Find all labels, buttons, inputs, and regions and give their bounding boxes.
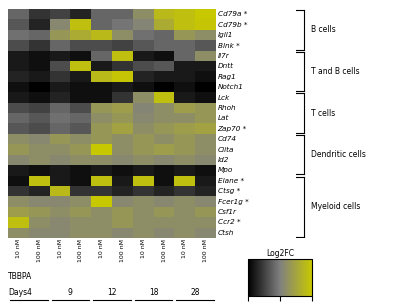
Text: Cd74: Cd74 <box>218 136 237 142</box>
Text: Rag1: Rag1 <box>218 74 236 80</box>
Text: Igll1: Igll1 <box>218 32 233 38</box>
Text: Rhoh: Rhoh <box>218 105 236 111</box>
Text: 10 nM: 10 nM <box>141 239 146 258</box>
Text: Blnk *: Blnk * <box>218 42 239 48</box>
Text: 100 nM: 100 nM <box>203 239 208 262</box>
Text: Mpo: Mpo <box>218 167 233 173</box>
Text: Il7r: Il7r <box>218 53 229 59</box>
Text: 10 nM: 10 nM <box>182 239 187 258</box>
Text: Fcer1g *: Fcer1g * <box>218 199 248 205</box>
Text: Elane *: Elane * <box>218 178 244 184</box>
Text: Ciita: Ciita <box>218 146 234 152</box>
Text: Csf1r: Csf1r <box>218 209 237 215</box>
Text: Days: Days <box>8 289 27 297</box>
Text: Myeloid cells: Myeloid cells <box>310 202 360 211</box>
Text: Ctsg *: Ctsg * <box>218 188 240 194</box>
Text: 10 nM: 10 nM <box>58 239 62 258</box>
Text: Cd79a *: Cd79a * <box>218 11 247 17</box>
Text: 10 nM: 10 nM <box>99 239 104 258</box>
Text: Ctsh: Ctsh <box>218 230 234 236</box>
Text: 100 nM: 100 nM <box>37 239 42 262</box>
Text: B cells: B cells <box>310 25 335 34</box>
Text: TBBPA: TBBPA <box>8 272 32 281</box>
Text: Lat: Lat <box>218 115 229 121</box>
Text: Dendritic cells: Dendritic cells <box>310 150 366 159</box>
Text: 28: 28 <box>190 289 200 297</box>
Text: 9: 9 <box>68 289 73 297</box>
Title: Log2FC: Log2FC <box>266 249 294 258</box>
Text: T and B cells: T and B cells <box>310 67 359 76</box>
Text: 12: 12 <box>107 289 117 297</box>
Text: Lck: Lck <box>218 95 230 101</box>
Text: Zap70 *: Zap70 * <box>218 126 247 132</box>
Text: 18: 18 <box>149 289 158 297</box>
Text: 4: 4 <box>26 289 31 297</box>
Text: Notch1: Notch1 <box>218 84 244 90</box>
Text: Dntt: Dntt <box>218 63 234 69</box>
Text: 100 nM: 100 nM <box>120 239 125 262</box>
Text: 100 nM: 100 nM <box>78 239 83 262</box>
Text: Cd79b *: Cd79b * <box>218 22 247 28</box>
Text: 100 nM: 100 nM <box>162 239 166 262</box>
Text: Ccr2 *: Ccr2 * <box>218 219 240 225</box>
Text: 10 nM: 10 nM <box>16 239 21 258</box>
Text: T cells: T cells <box>310 109 335 118</box>
Text: Id2: Id2 <box>218 157 229 163</box>
